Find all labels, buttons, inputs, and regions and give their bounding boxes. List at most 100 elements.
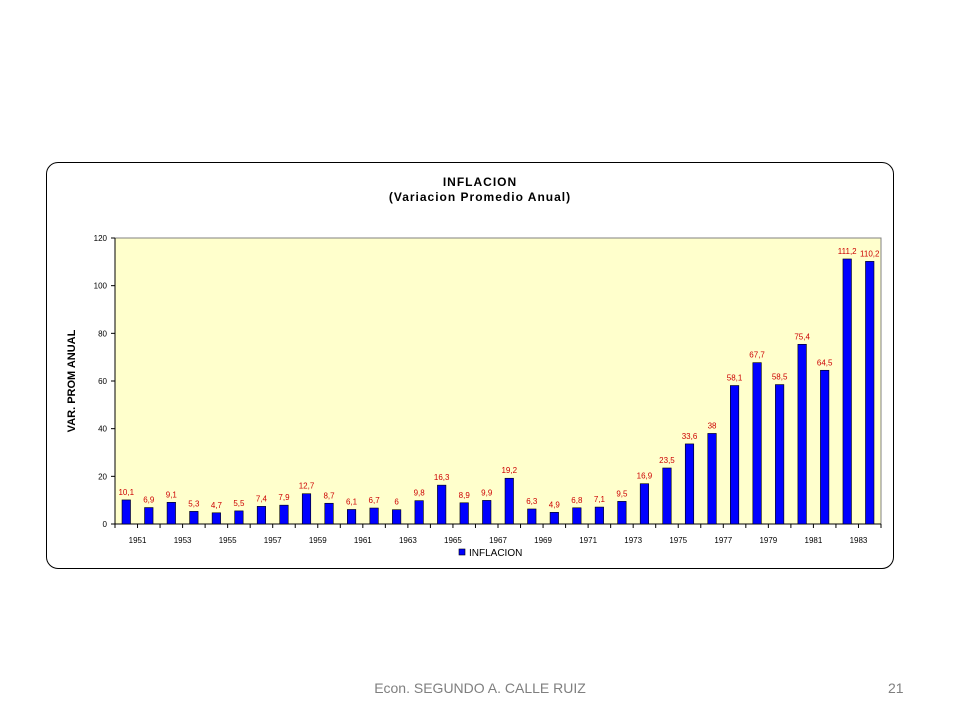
x-tick-label: 1951 bbox=[129, 536, 147, 545]
data-label: 110,2 bbox=[860, 249, 880, 258]
x-tick-label: 1957 bbox=[264, 536, 282, 545]
x-tick-label: 1955 bbox=[219, 536, 237, 545]
data-label: 67,7 bbox=[749, 351, 765, 360]
data-label: 12,7 bbox=[299, 482, 315, 491]
bar bbox=[820, 369, 830, 525]
x-tick-label: 1983 bbox=[850, 536, 868, 545]
y-tick-label: 80 bbox=[98, 329, 107, 338]
bar bbox=[459, 502, 469, 525]
legend-swatch bbox=[458, 548, 466, 556]
bar bbox=[662, 467, 672, 525]
data-label: 58,1 bbox=[727, 374, 743, 383]
data-label: 10,1 bbox=[118, 488, 134, 497]
data-label: 9,8 bbox=[414, 489, 426, 498]
bar bbox=[234, 510, 244, 525]
y-tick-label: 20 bbox=[98, 472, 107, 481]
bar bbox=[392, 509, 402, 525]
bar bbox=[279, 504, 289, 525]
bar bbox=[594, 506, 604, 525]
x-tick-label: 1961 bbox=[354, 536, 372, 545]
data-label: 38 bbox=[708, 421, 717, 430]
x-tick-label: 1963 bbox=[399, 536, 417, 545]
data-label: 5,5 bbox=[233, 499, 245, 508]
data-label: 7,9 bbox=[278, 493, 290, 502]
data-label: 16,9 bbox=[637, 472, 653, 481]
x-tick-label: 1971 bbox=[579, 536, 597, 545]
data-label: 6,1 bbox=[346, 497, 358, 506]
data-label: 6,8 bbox=[571, 496, 583, 505]
data-label: 4,7 bbox=[211, 501, 223, 510]
data-label: 16,3 bbox=[434, 473, 450, 482]
data-label: 111,2 bbox=[838, 247, 857, 256]
bar bbox=[572, 507, 582, 525]
chart-subtitle: (Variacion Promedio Anual) bbox=[388, 190, 572, 204]
bar bbox=[301, 493, 312, 525]
bar bbox=[347, 509, 357, 525]
bar bbox=[189, 511, 199, 525]
data-label: 58,5 bbox=[772, 373, 788, 382]
bar bbox=[256, 506, 266, 525]
data-label: 9,5 bbox=[616, 489, 628, 498]
data-label: 33,6 bbox=[682, 432, 698, 441]
x-tick-label: 1973 bbox=[624, 536, 642, 545]
bar bbox=[121, 499, 131, 525]
page-number: 21 bbox=[888, 680, 904, 696]
x-tick-label: 1965 bbox=[444, 536, 462, 545]
bar bbox=[211, 512, 221, 525]
bar bbox=[504, 477, 514, 525]
data-label: 6,7 bbox=[369, 496, 381, 505]
bar bbox=[684, 443, 695, 525]
x-tick-label: 1975 bbox=[669, 536, 687, 545]
bar bbox=[324, 502, 334, 525]
x-tick-label: 1969 bbox=[534, 536, 552, 545]
footer-author: Econ. SEGUNDO A. CALLE RUIZ bbox=[374, 680, 586, 696]
bar bbox=[437, 484, 447, 525]
data-label: 4,9 bbox=[549, 500, 561, 509]
bar bbox=[730, 385, 740, 525]
bar bbox=[144, 507, 154, 525]
bar bbox=[865, 261, 875, 525]
bar bbox=[414, 500, 424, 525]
bar bbox=[752, 362, 762, 525]
data-label: 23,5 bbox=[659, 456, 675, 465]
data-label: 64,5 bbox=[817, 358, 833, 367]
x-tick-label: 1959 bbox=[309, 536, 327, 545]
bar bbox=[639, 483, 649, 525]
y-tick-label: 40 bbox=[98, 425, 107, 434]
data-label: 6 bbox=[394, 498, 399, 507]
y-axis-title: VAR. PROM ANUAL bbox=[66, 329, 78, 432]
data-label: 9,1 bbox=[166, 490, 178, 499]
data-label: 75,4 bbox=[794, 332, 810, 341]
bar bbox=[369, 507, 379, 525]
bar bbox=[482, 500, 492, 525]
data-label: 8,7 bbox=[323, 491, 335, 500]
data-label: 19,2 bbox=[501, 466, 517, 475]
chart-title: INFLACION bbox=[442, 175, 518, 189]
y-tick-label: 0 bbox=[103, 520, 108, 529]
bar bbox=[842, 258, 852, 525]
data-label: 7,4 bbox=[256, 494, 268, 503]
legend-label: INFLACION bbox=[469, 548, 522, 559]
x-tick-label: 1981 bbox=[805, 536, 823, 545]
data-label: 6,9 bbox=[143, 496, 155, 505]
bar bbox=[775, 384, 785, 525]
data-label: 6,3 bbox=[526, 497, 538, 506]
x-tick-label: 1953 bbox=[174, 536, 192, 545]
bar bbox=[617, 501, 627, 525]
data-label: 7,1 bbox=[594, 495, 606, 504]
x-tick-label: 1967 bbox=[489, 536, 507, 545]
bar bbox=[797, 343, 807, 525]
y-tick-label: 100 bbox=[94, 282, 108, 291]
data-label: 5,3 bbox=[188, 499, 200, 508]
x-tick-label: 1979 bbox=[759, 536, 777, 545]
data-label: 8,9 bbox=[459, 491, 471, 500]
y-tick-label: 60 bbox=[98, 377, 107, 386]
plot-area bbox=[114, 237, 882, 525]
y-tick-label: 120 bbox=[94, 234, 108, 243]
bar bbox=[166, 502, 176, 525]
bar bbox=[549, 512, 559, 525]
data-label: 9,9 bbox=[481, 488, 493, 497]
bar bbox=[707, 433, 717, 525]
bar bbox=[527, 508, 537, 525]
